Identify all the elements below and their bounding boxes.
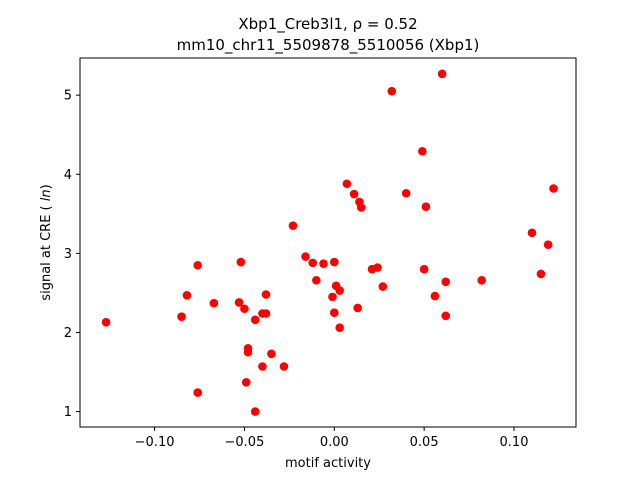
data-point — [261, 309, 271, 318]
data-point — [301, 252, 310, 261]
x-tick-label: 0.10 — [500, 435, 529, 450]
data-point — [378, 282, 388, 291]
data-point — [356, 203, 366, 212]
data-point — [536, 269, 546, 279]
plot-frame — [79, 57, 577, 428]
data-point — [335, 323, 344, 333]
data-point — [241, 378, 251, 387]
data-point — [477, 275, 486, 285]
y-tick-label: 5 — [64, 89, 72, 104]
x-axis-label: motif activity — [285, 456, 371, 471]
y-tick-label: 4 — [64, 168, 72, 183]
data-point — [250, 407, 260, 416]
data-point — [236, 257, 246, 267]
y-tick-label: 2 — [64, 326, 72, 341]
chart-title-line2: mm10_chr11_5509878_5510056 (Xbp1) — [177, 36, 480, 55]
data-point — [387, 86, 397, 96]
data-point — [209, 298, 219, 308]
y-axis-label-text: signal at CRE ( — [39, 205, 54, 300]
data-point — [193, 260, 203, 270]
data-point — [312, 275, 321, 285]
data-point — [418, 147, 427, 156]
data-point — [430, 291, 440, 301]
data-point — [267, 349, 276, 359]
data-point — [549, 184, 558, 193]
data-point — [182, 291, 192, 300]
data-point — [258, 362, 267, 371]
data-point — [441, 311, 451, 321]
data-point — [349, 189, 359, 199]
data-point — [234, 298, 244, 307]
data-point — [373, 263, 382, 272]
y-tick-label: 1 — [64, 405, 72, 420]
data-point — [401, 188, 411, 198]
data-point — [261, 290, 271, 299]
data-point — [335, 286, 344, 295]
data-point — [527, 228, 537, 238]
chart-title-line1: Xbp1_Creb3l1, ρ = 0.52 — [238, 15, 417, 34]
data-point — [101, 317, 111, 327]
data-point — [319, 259, 328, 268]
data-point — [437, 69, 447, 79]
y-axis-label-tail: ) — [39, 184, 54, 189]
data-point — [240, 304, 249, 314]
data-points — [101, 69, 558, 416]
data-point — [353, 303, 362, 313]
y-tick-label: 3 — [64, 247, 72, 262]
y-axis-ticks: 1 2 3 4 5 — [64, 89, 80, 420]
x-tick-label: 0.00 — [320, 435, 349, 450]
data-point — [279, 362, 289, 371]
data-point — [419, 264, 429, 274]
data-point — [243, 347, 253, 357]
data-point — [329, 308, 339, 318]
x-tick-label: −0.05 — [225, 435, 265, 450]
data-point — [329, 257, 339, 267]
data-point — [543, 240, 553, 249]
data-point — [342, 179, 352, 189]
data-point — [177, 312, 186, 321]
data-point — [308, 258, 318, 268]
data-point — [193, 388, 203, 397]
x-axis-ticks: −0.10 −0.05 0.00 0.05 0.10 — [135, 427, 529, 450]
data-point — [288, 221, 298, 230]
y-axis-label: signal at CRE ( ln) — [39, 184, 54, 300]
data-point — [328, 292, 337, 302]
y-axis-label-unit: ln — [39, 189, 54, 201]
data-point — [441, 277, 451, 287]
data-point — [421, 202, 431, 212]
data-point — [250, 315, 260, 325]
x-tick-label: 0.05 — [410, 435, 439, 450]
x-tick-label: −0.10 — [135, 435, 175, 450]
